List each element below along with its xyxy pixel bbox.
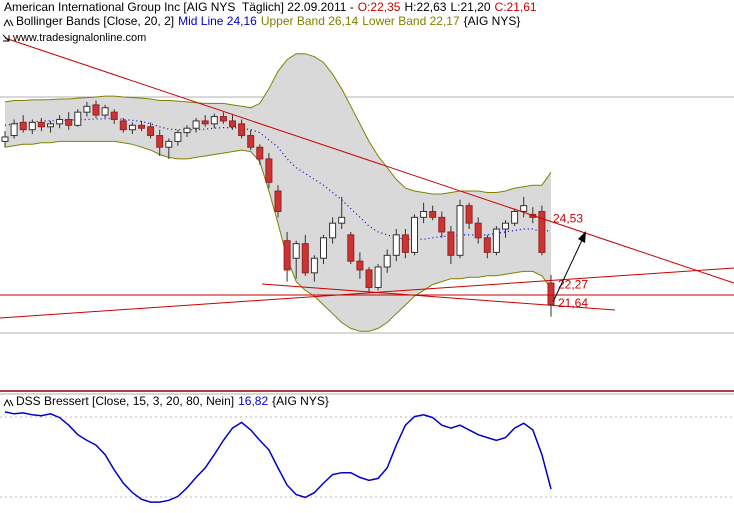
price-label: 24,53 — [553, 212, 583, 226]
candle-body — [520, 205, 528, 212]
candle-body — [138, 124, 145, 129]
candle-body — [465, 205, 473, 224]
dss-panel — [4, 411, 552, 503]
symbol: {AIG NYS} — [464, 14, 521, 28]
candle-body — [147, 126, 155, 137]
candle-body — [401, 234, 409, 253]
indicator-legend: Bollinger Bands [Close, 20, 2] Mid Line 2… — [16, 14, 520, 28]
dss-value: 16,82 — [238, 394, 268, 408]
candle-body — [256, 146, 264, 160]
header: American International Group Inc [AIG NY… — [4, 0, 537, 14]
candle-body — [10, 123, 18, 137]
candle-body — [483, 237, 491, 253]
candle-body — [119, 120, 127, 131]
trend-line — [4, 37, 734, 284]
open-label: O:22,35 — [358, 0, 401, 14]
candle-body — [192, 120, 200, 129]
candle-body — [92, 104, 100, 116]
candle-body — [37, 121, 45, 128]
candle-body — [28, 121, 36, 131]
candle-body — [356, 260, 364, 271]
watermark: www.tradesignalonline.com — [12, 32, 146, 44]
candle-body — [429, 210, 437, 218]
candle-body — [411, 216, 418, 253]
candle-body — [101, 107, 109, 116]
candle-body — [183, 127, 191, 134]
candle-body — [1, 136, 9, 142]
candle-body — [320, 237, 327, 259]
candle-body — [238, 123, 246, 137]
candle-body — [292, 243, 300, 259]
candle-body — [365, 269, 373, 288]
candle-body — [283, 240, 291, 271]
candle-body — [310, 257, 318, 274]
watermark-icon — [2, 34, 10, 42]
mid-line — [4, 117, 552, 240]
candle-body — [420, 210, 428, 218]
candle-body — [210, 116, 218, 125]
candle-body — [392, 234, 400, 256]
candle-body — [128, 124, 136, 131]
candle-body — [383, 254, 391, 268]
dss-legend: DSS Bressert [Close, 15, 3, 20, 80, Nein… — [16, 394, 329, 408]
candle-body — [301, 243, 309, 274]
candle-body — [511, 210, 519, 224]
lower-label: Lower Band 22,17 — [362, 14, 460, 28]
indicator-icon — [3, 18, 14, 27]
dss-title: DSS Bressert [Close, 15, 3, 20, 80, Nein… — [16, 394, 234, 408]
arrow — [552, 235, 585, 303]
trend-line — [0, 267, 734, 319]
candle-body — [538, 210, 546, 253]
candle-body — [229, 120, 236, 128]
price-label: 22,27 — [558, 278, 588, 292]
mid-label: Mid Line 24,16 — [178, 14, 257, 28]
drawings — [0, 37, 734, 319]
dss-line — [4, 411, 552, 503]
candle-body — [447, 231, 455, 256]
candle-body — [374, 266, 382, 288]
title: American International Group Inc [AIG NY… — [4, 0, 354, 14]
trend-line — [261, 283, 616, 311]
candle-body — [156, 135, 164, 148]
low-label: L:21,20 — [450, 0, 490, 14]
candle-body — [174, 132, 182, 142]
candle-body — [265, 158, 273, 183]
candle-body — [47, 123, 54, 128]
candle-body — [492, 228, 500, 253]
candle-body — [74, 111, 82, 126]
candle-body — [83, 105, 91, 113]
high-label: H:22,63 — [404, 0, 446, 14]
candle-body — [338, 216, 346, 224]
upper-label: Upper Band 26,14 — [261, 14, 359, 28]
candle-body — [219, 116, 227, 122]
candle-body — [56, 118, 64, 125]
indicator-label: Bollinger Bands [Close, 20, 2] — [16, 14, 174, 28]
candle-body — [65, 118, 73, 126]
candle-body — [165, 140, 173, 148]
candle-body — [19, 121, 27, 131]
candle-body — [474, 222, 482, 239]
candle-body — [456, 205, 464, 256]
close-label: C:21,61 — [495, 0, 537, 14]
candle-body — [547, 282, 555, 306]
candle-body — [329, 222, 337, 239]
candle-body — [347, 234, 355, 262]
candle-body — [110, 111, 118, 120]
arrow-head — [578, 231, 586, 243]
indicator-icon — [3, 398, 14, 407]
candle-body — [274, 190, 282, 212]
candle-body — [201, 120, 209, 125]
candle-body — [502, 222, 509, 230]
symbol: {AIG NYS} — [272, 394, 329, 408]
candle-body — [247, 135, 255, 148]
candle-body — [438, 216, 446, 233]
lower-band — [4, 140, 552, 332]
